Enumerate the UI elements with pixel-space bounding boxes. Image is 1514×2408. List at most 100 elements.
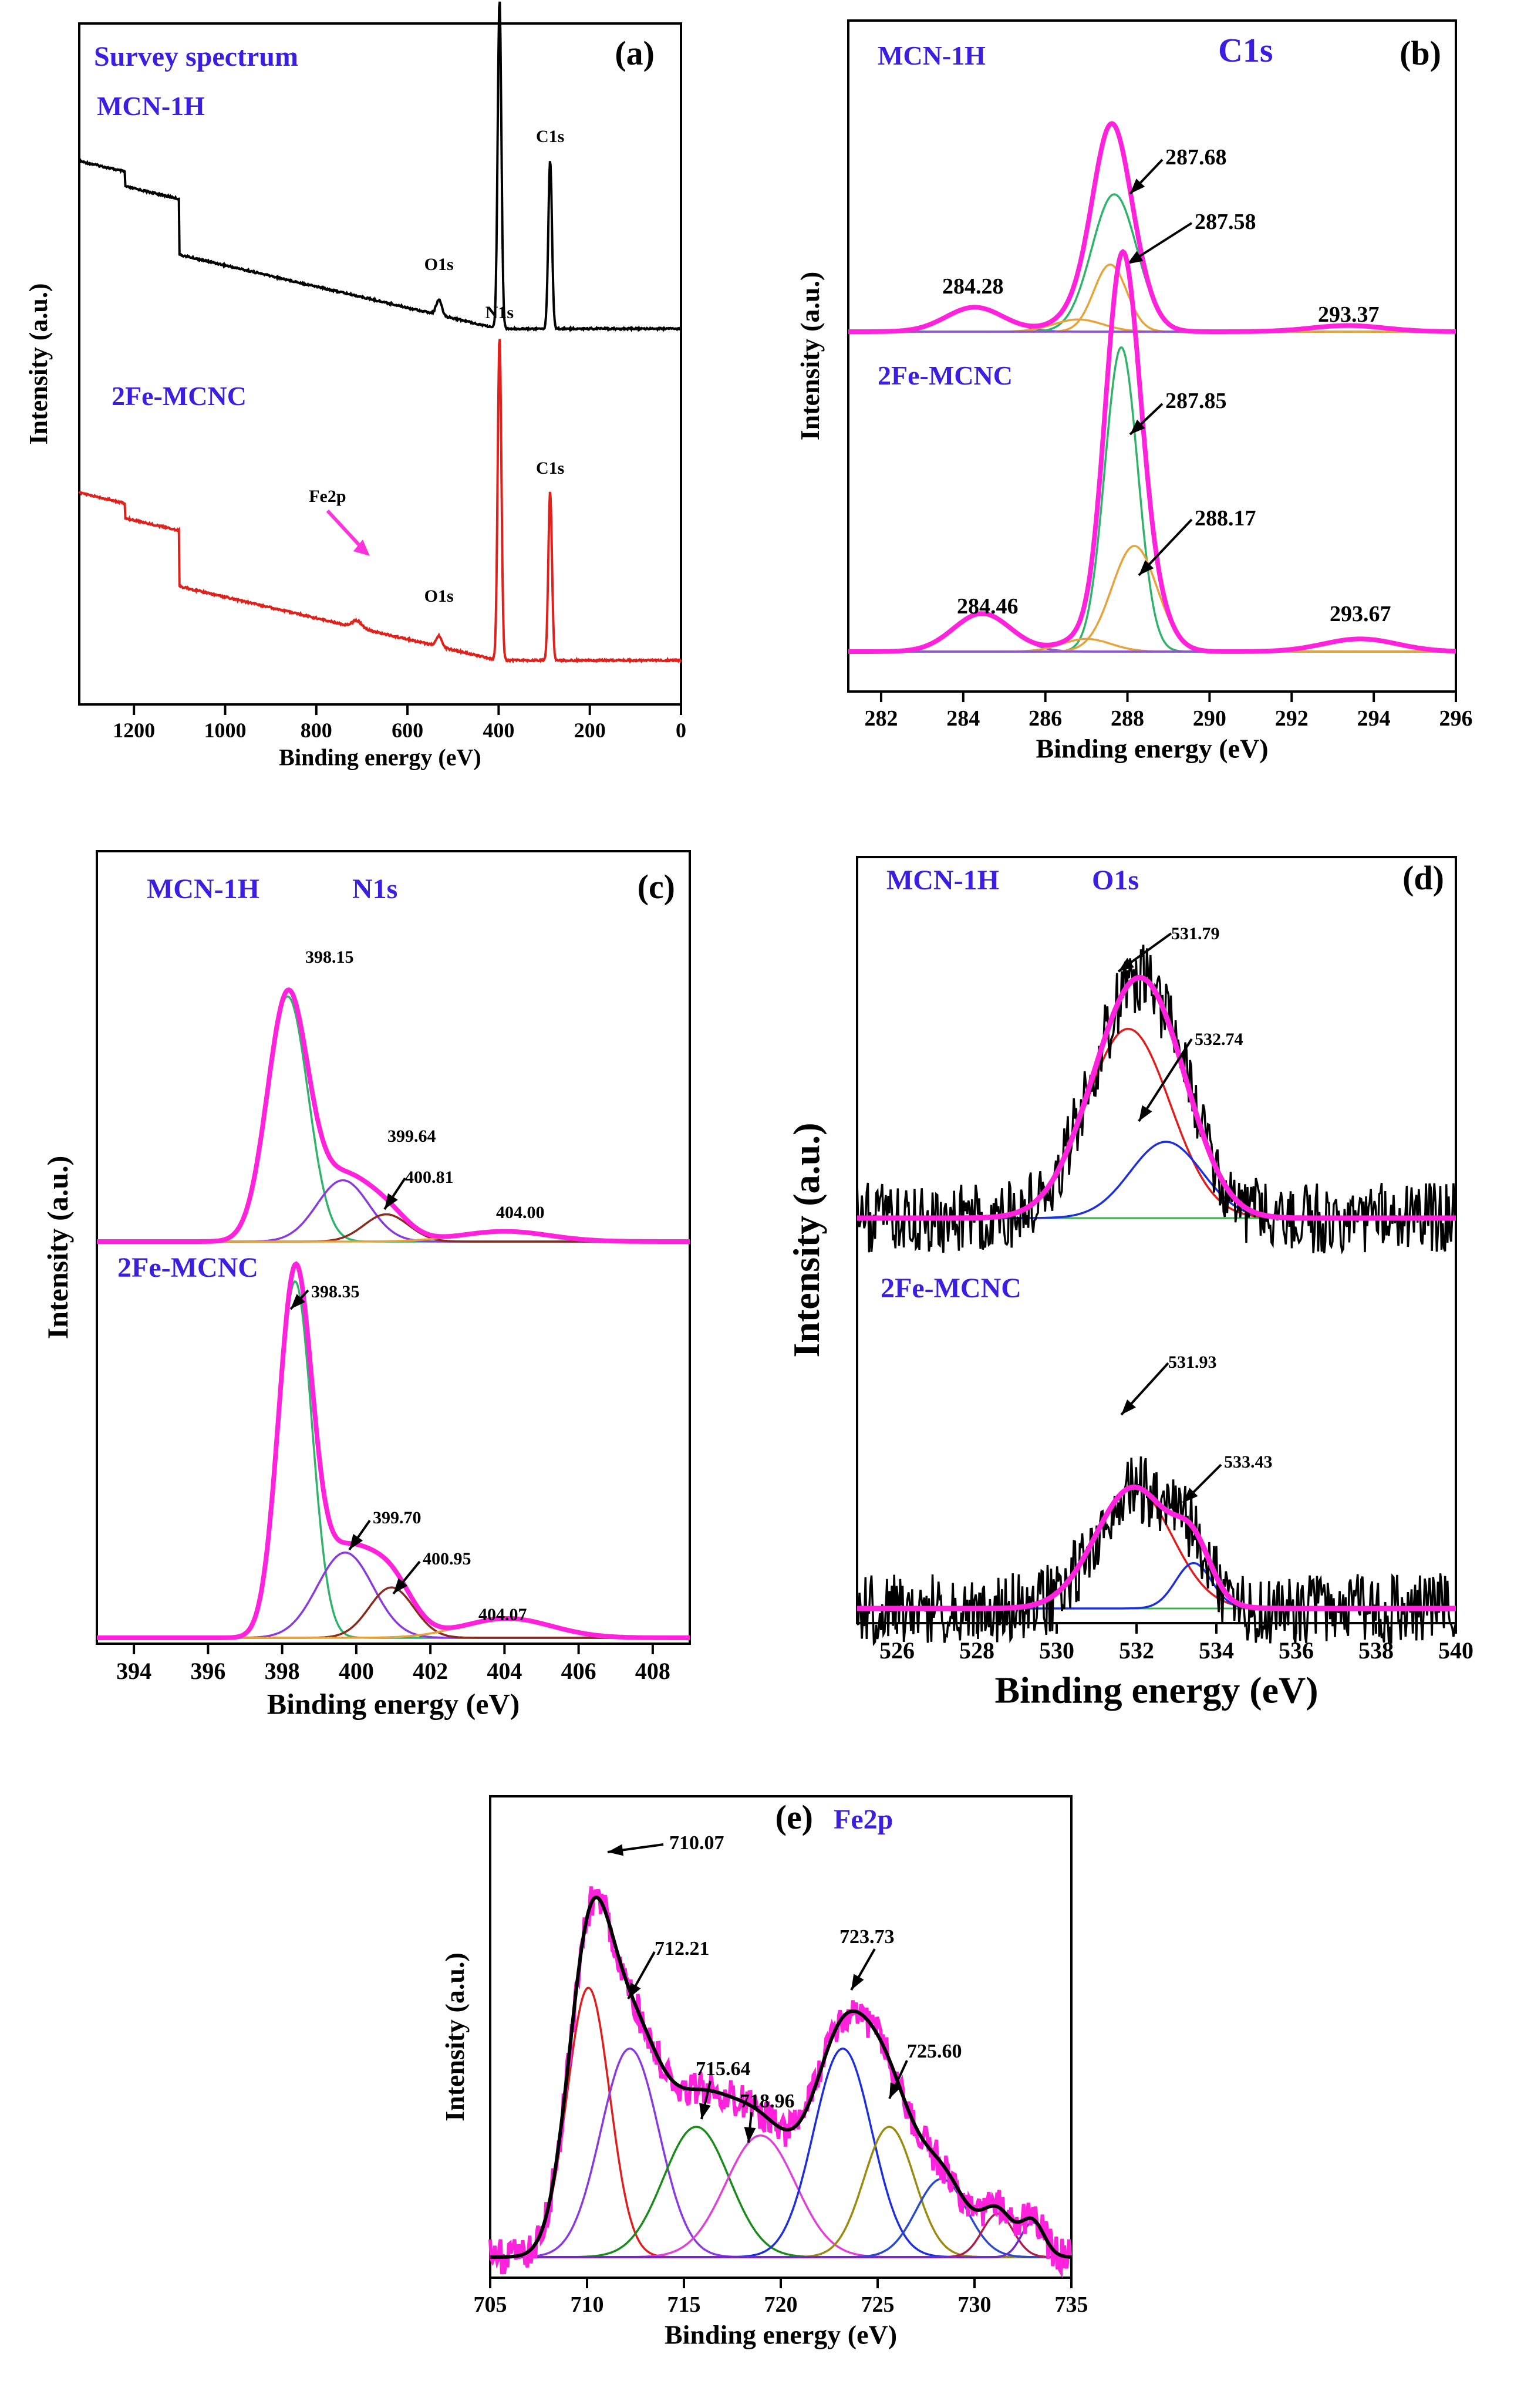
x-tick-label: 286	[1029, 706, 1062, 731]
fit-component	[97, 1280, 690, 1639]
fit-envelope	[490, 1896, 1072, 2259]
peak-label: C1s	[536, 127, 564, 146]
arrow-head	[1127, 251, 1144, 264]
chart-title: Fe2p	[834, 1804, 893, 1835]
fit-envelope	[97, 1261, 690, 1640]
panels-group: 1200 1000 800 600 400 200 0 Binding energy (eV)…	[24, 1, 1473, 2350]
series-label: MCN-1H	[97, 91, 205, 121]
panel-a: 1200 1000 800 600 400 200 0 Binding energy (eV)…	[24, 1, 686, 771]
fit-component	[97, 1586, 690, 1639]
arrow-head	[385, 1193, 398, 1209]
arrow-head	[608, 1844, 624, 1856]
fe2p-arrow-head	[353, 539, 370, 556]
peak-label: 293.67	[1330, 602, 1391, 626]
arrow-head	[744, 2127, 756, 2143]
arrow-head	[1130, 419, 1145, 434]
raw-data	[856, 1456, 1457, 1647]
arrow-head	[1139, 560, 1154, 575]
peak-label: O1s	[424, 586, 454, 606]
peak-label: 533.43	[1224, 1452, 1273, 1472]
x-tick-label: 800	[301, 719, 332, 742]
peak-label: 287.85	[1165, 389, 1227, 413]
x-axis-label: Binding energy (eV)	[1036, 734, 1268, 764]
panel-label: (c)	[638, 868, 675, 906]
label-arrow	[1138, 1038, 1193, 1122]
panel-label: (b)	[1400, 34, 1441, 72]
x-tick-label: 294	[1357, 706, 1391, 731]
panel-label: (e)	[775, 1798, 813, 1836]
x-tick-label: 528	[959, 1637, 994, 1664]
x-tick-label: 282	[864, 706, 898, 731]
peak-label: O1s	[424, 255, 454, 274]
peak-label: 400.95	[423, 1549, 471, 1569]
x-tick-label: 400	[483, 719, 514, 742]
fit-envelope	[848, 248, 1456, 654]
x-tick-label: 534	[1199, 1637, 1234, 1664]
panel-c: 394 396 398 400 402 404 406 408 Binding energy (…	[41, 850, 691, 1721]
x-tick-label: 725	[861, 2292, 895, 2317]
peak-label: 531.79	[1171, 924, 1220, 943]
x-tick-label: 408	[635, 1658, 670, 1684]
peak-label: 404.00	[496, 1203, 545, 1222]
fit-component	[490, 2221, 1072, 2258]
peak-label: 398.35	[311, 1282, 360, 1301]
arrow-head	[1118, 957, 1134, 972]
fit-envelope	[848, 121, 1456, 334]
chart-title: C1s	[1218, 31, 1273, 69]
plot-frame-c	[96, 850, 691, 1645]
plot-frame-d	[856, 856, 1457, 1624]
fit-component	[97, 1213, 690, 1243]
arrow-head	[1130, 178, 1145, 194]
series-label: MCN-1H	[147, 874, 259, 905]
peak-label: N1s	[485, 303, 514, 322]
peak-label: 725.60	[907, 2041, 962, 2062]
peak-label: 532.74	[1195, 1030, 1243, 1049]
peak-label: 287.68	[1165, 145, 1227, 170]
x-tick-label: 288	[1111, 706, 1144, 731]
series-label: MCN-1H	[886, 865, 999, 896]
x-tick-label: 398	[265, 1658, 300, 1684]
chart-title: Survey spectrum	[94, 41, 298, 72]
x-tick-label: 406	[561, 1658, 596, 1684]
peak-label: C1s	[536, 458, 564, 478]
x-tick-label: 292	[1275, 706, 1309, 731]
panel-b: 282 284 286 288 290 292 294 296 Binding energy (…	[795, 19, 1473, 764]
arrow-head	[1183, 1488, 1198, 1503]
x-axis-label: Binding energy (eV)	[279, 744, 481, 771]
series-label: 2Fe-MCNC	[881, 1273, 1021, 1304]
series-label: MCN-1H	[878, 41, 986, 70]
x-tick-label: 735	[1055, 2292, 1088, 2317]
y-axis-label: Intensity (a.u.)	[24, 283, 53, 444]
peak-label: 723.73	[839, 1926, 895, 1948]
peak-label: 399.70	[373, 1508, 422, 1527]
x-tick-label: 394	[116, 1658, 151, 1684]
x-tick-label: 600	[392, 719, 423, 742]
survey-trace-mcn-1h	[78, 1, 682, 332]
x-tick-label: 540	[1438, 1637, 1473, 1664]
fit-envelope	[857, 1484, 1456, 1611]
x-tick-label: 530	[1039, 1637, 1074, 1664]
arrow-head	[349, 1533, 363, 1550]
arrow-head	[291, 1294, 306, 1309]
arrow-head	[851, 1974, 864, 1990]
peak-label: 712.21	[655, 1938, 710, 1960]
x-tick-label: 402	[413, 1658, 448, 1684]
peak-label: 404.07	[478, 1605, 527, 1624]
x-tick-label: 200	[574, 719, 606, 742]
panel-label: (d)	[1402, 859, 1444, 897]
x-tick-label: 404	[487, 1658, 522, 1684]
series-label: 2Fe-MCNC	[117, 1252, 258, 1283]
peak-label: 400.81	[405, 1168, 454, 1187]
peak-label: 715.64	[696, 2058, 751, 2080]
y-axis-label: Intensity (a.u.)	[41, 1156, 74, 1340]
x-tick-label: 720	[764, 2292, 798, 2317]
arrow-head	[699, 2103, 711, 2119]
x-axis-label: Binding energy (eV)	[267, 1688, 520, 1721]
x-tick-label: 396	[190, 1658, 225, 1684]
peak-label: 287.58	[1195, 210, 1256, 234]
x-tick-label: 284	[946, 706, 980, 731]
peak-label: 398.15	[305, 947, 354, 967]
chart-title: O1s	[1092, 865, 1139, 896]
